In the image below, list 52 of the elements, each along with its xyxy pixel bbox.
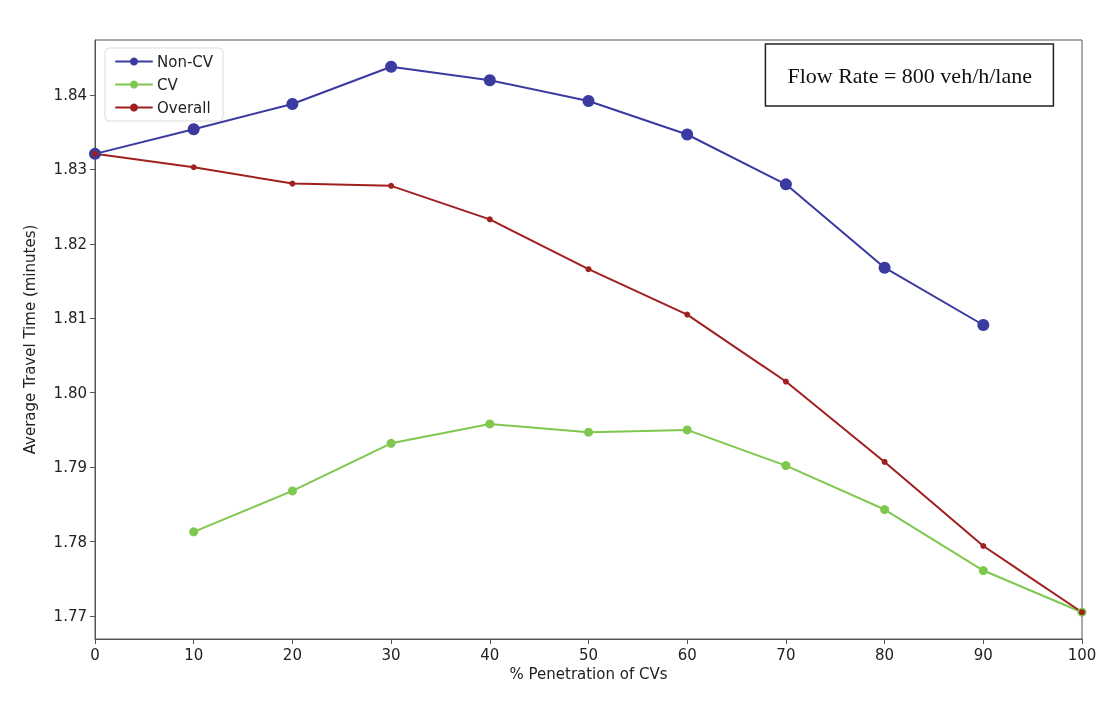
- point: [584, 427, 593, 437]
- point: [585, 266, 592, 273]
- y-tick-label: 1.79: [53, 458, 87, 477]
- x-tick-label: 80: [875, 645, 895, 664]
- y-tick-label: 1.83: [53, 160, 87, 179]
- x-tick-label: 40: [480, 645, 500, 664]
- point: [582, 95, 595, 108]
- point: [977, 318, 990, 331]
- y-tick-label: 1.82: [53, 234, 87, 253]
- legend-label: CV: [157, 75, 179, 94]
- y-tick-label: 1.81: [53, 309, 87, 328]
- point: [486, 216, 493, 223]
- point: [187, 123, 200, 136]
- legend-label: Overall: [157, 98, 211, 117]
- point: [779, 178, 792, 191]
- point: [385, 60, 398, 73]
- point: [782, 378, 789, 385]
- point: [682, 425, 692, 435]
- x-tick-label: 20: [282, 645, 302, 664]
- y-tick-label: 1.78: [53, 532, 87, 551]
- legend-label: Non-CV: [157, 52, 214, 71]
- point: [880, 505, 890, 515]
- point: [483, 74, 496, 87]
- point: [681, 128, 694, 141]
- point: [485, 419, 495, 429]
- x-tick-label: 0: [90, 645, 100, 664]
- point: [978, 566, 988, 576]
- point: [388, 182, 395, 189]
- point: [980, 542, 987, 549]
- point: [386, 438, 396, 448]
- y-tick-label: 1.77: [53, 606, 87, 625]
- point: [781, 461, 791, 471]
- point: [287, 486, 297, 496]
- y-axis-title: Average Travel Time (minutes): [20, 224, 39, 455]
- point: [684, 311, 691, 318]
- x-tick-label: 10: [184, 645, 204, 664]
- point: [189, 527, 199, 537]
- x-tick-label: 50: [578, 645, 599, 664]
- point: [881, 458, 888, 465]
- point: [190, 164, 197, 171]
- point: [286, 98, 299, 110]
- x-tick-label: 90: [973, 645, 993, 664]
- x-tick-label: 70: [776, 645, 796, 664]
- x-tick-label: 30: [381, 645, 401, 664]
- x-tick-label: 100: [1067, 645, 1097, 664]
- annotation: Flow Rate = 800 veh/h/lane: [787, 62, 1032, 88]
- y-tick-label: 1.84: [53, 86, 87, 105]
- x-axis-title: % Penetration of CVs: [509, 665, 668, 684]
- point: [289, 180, 296, 187]
- x-tick-label: 60: [677, 645, 697, 664]
- point: [878, 261, 891, 274]
- y-tick-label: 1.80: [53, 383, 87, 402]
